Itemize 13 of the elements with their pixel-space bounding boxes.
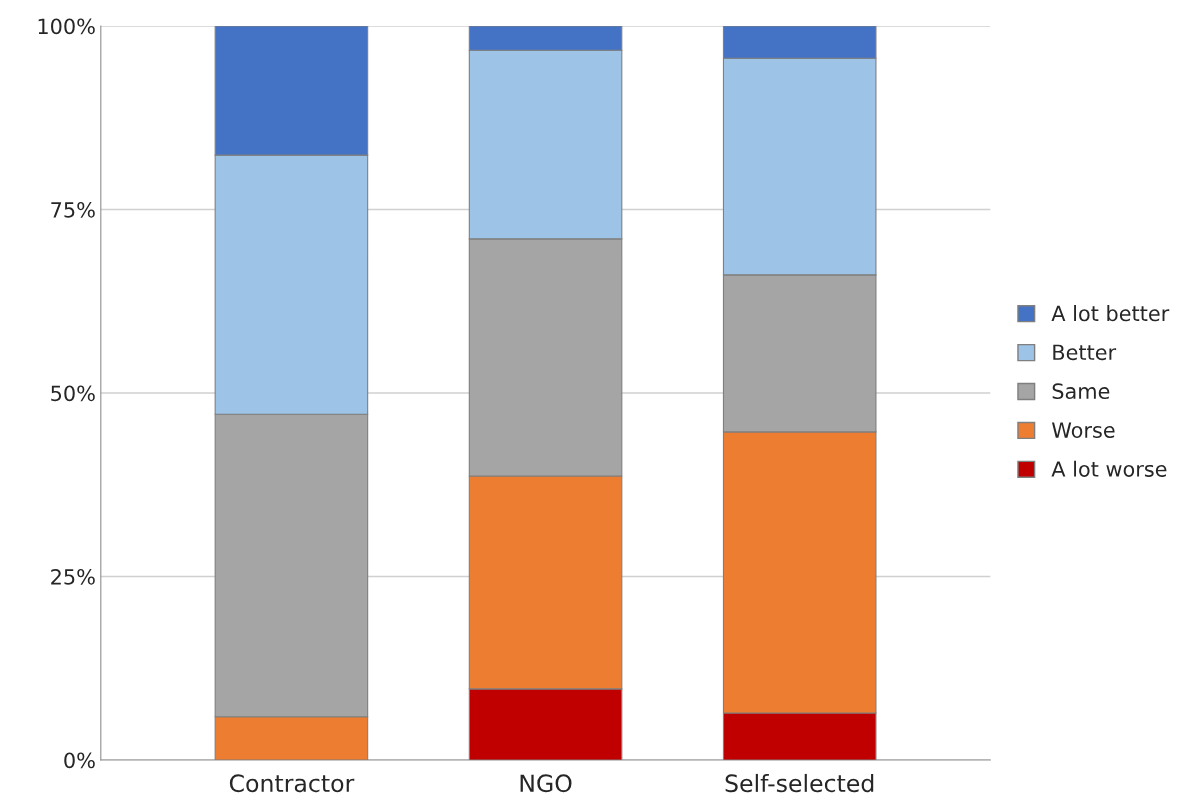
legend-label: Same <box>1052 383 1110 400</box>
y-tick-label: 75% <box>51 201 95 218</box>
x-tick-label: Contractor <box>229 774 355 793</box>
y-tick-label: 100% <box>38 18 95 35</box>
x-tick-label: Self-selected <box>725 773 874 793</box>
legend-label: Better <box>1053 344 1117 361</box>
x-tick-label: NGO <box>520 774 572 793</box>
legend-label: Worse <box>1051 422 1115 438</box>
y-tick-label: 0% <box>64 752 95 769</box>
y-tick-label: 50% <box>51 385 95 402</box>
legend-label: A lot better <box>1051 305 1170 322</box>
legend-label: A lot worse <box>1051 460 1167 477</box>
y-tick-label: 25% <box>51 568 95 585</box>
